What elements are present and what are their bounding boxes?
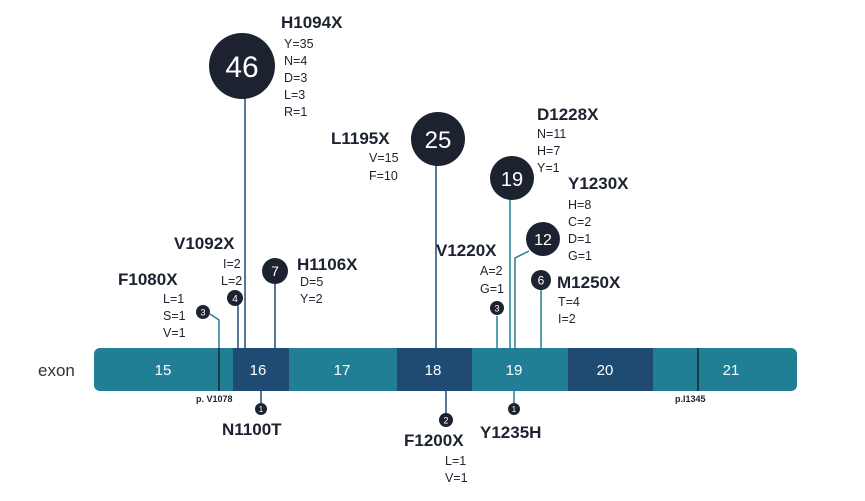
count-bubble — [227, 290, 243, 306]
count-label: 3 — [494, 304, 499, 314]
substitution: D=5 — [300, 275, 323, 289]
count-label: 6 — [538, 274, 545, 288]
count-bubble — [526, 222, 560, 256]
exon-block-16 — [233, 348, 289, 391]
mutation-name: V1092X — [174, 234, 235, 253]
lollipop-stick — [514, 250, 530, 348]
count-label: 25 — [425, 127, 452, 154]
mutation-l1195x: 25 L1195X V=15 F=10 — [331, 112, 465, 348]
count-label: 1 — [512, 405, 517, 414]
lollipop-stick — [209, 313, 220, 348]
substitution: I=2 — [558, 312, 576, 326]
substitution: R=1 — [284, 105, 307, 119]
mutation-v1220x: 3 V1220X A=2 G=1 — [436, 241, 504, 348]
mutation-d1228x: 19 D1228X N=11 H=7 Y=1 — [490, 105, 599, 348]
track-label: exon — [38, 361, 75, 380]
count-bubble — [196, 305, 210, 319]
substitution: D=3 — [284, 71, 307, 85]
substitution: Y=1 — [537, 161, 560, 175]
exon-label-21: 21 — [723, 362, 740, 379]
boundary-label-right: p.I1345 — [675, 394, 706, 404]
exon-label-16: 16 — [250, 362, 267, 379]
mutation-h1106x: 7 H1106X D=5 Y=2 — [262, 255, 358, 348]
exon-label-18: 18 — [425, 362, 442, 379]
substitution: V=1 — [445, 471, 468, 485]
count-label: 1 — [259, 405, 264, 414]
substitution: H=7 — [537, 144, 560, 158]
substitution: V=1 — [163, 326, 186, 340]
mutation-n1100t: 1 N1100T — [222, 391, 282, 439]
substitution: F=10 — [369, 169, 398, 183]
substitution: D=1 — [568, 232, 591, 246]
substitution: G=1 — [568, 249, 592, 263]
count-label: 46 — [225, 51, 258, 84]
exon-block-18 — [397, 348, 472, 391]
substitution: C=2 — [568, 215, 591, 229]
mutation-y1235h: 1 Y1235H — [480, 391, 541, 442]
count-label: 4 — [232, 294, 238, 305]
count-bubble — [490, 156, 534, 200]
mutation-h1094x: 46 H1094X Y=35 N=4 D=3 L=3 R=1 — [209, 13, 343, 348]
mutation-y1230x: 12 Y1230X H=8 C=2 D=1 G=1 — [514, 174, 629, 348]
substitution: Y=35 — [284, 37, 314, 51]
exon-block-20 — [568, 348, 653, 391]
count-bubble — [209, 33, 275, 99]
count-bubble — [439, 413, 453, 427]
count-label: 12 — [534, 232, 552, 249]
substitution: L=2 — [221, 274, 242, 288]
mutation-v1092x: 4 V1092X I=2 L=2 — [174, 234, 243, 348]
exon-label-20: 20 — [597, 362, 614, 379]
substitution: G=1 — [480, 282, 504, 296]
substitution: S=1 — [163, 309, 186, 323]
mutation-name: Y1235H — [480, 423, 541, 442]
substitution: N=4 — [284, 54, 307, 68]
count-bubble — [508, 403, 520, 415]
count-label: 2 — [443, 416, 448, 426]
exon-label-15: 15 — [155, 362, 172, 379]
substitution: L=1 — [445, 454, 466, 468]
substitution: V=15 — [369, 151, 399, 165]
substitution: A=2 — [480, 264, 503, 278]
count-bubble — [255, 403, 267, 415]
mutation-name: H1094X — [281, 13, 343, 32]
mutation-name: D1228X — [537, 105, 599, 124]
count-label: 19 — [501, 169, 523, 191]
mutation-f1080x: 3 F1080X L=1 S=1 V=1 — [118, 270, 220, 348]
count-label: 3 — [200, 308, 205, 318]
exon-label-19: 19 — [506, 362, 523, 379]
substitution: T=4 — [558, 295, 580, 309]
mutation-name: N1100T — [222, 420, 282, 439]
substitution: N=11 — [537, 127, 566, 141]
substitution: I=2 — [223, 257, 241, 271]
count-label: 7 — [271, 263, 279, 279]
substitution: Y=2 — [300, 292, 323, 306]
count-bubble — [531, 270, 551, 290]
mutation-name: V1220X — [436, 241, 497, 260]
count-bubble — [262, 258, 288, 284]
substitution: L=3 — [284, 88, 305, 102]
mutation-name: F1080X — [118, 270, 178, 289]
mutation-name: L1195X — [331, 129, 390, 148]
substitution: L=1 — [163, 292, 184, 306]
mutation-name: Y1230X — [568, 174, 629, 193]
count-bubble — [490, 301, 504, 315]
mutation-name: H1106X — [297, 255, 358, 274]
exon-track: 15 16 17 18 19 20 21 — [94, 348, 797, 391]
exon-label-17: 17 — [334, 362, 351, 379]
mutation-name: F1200X — [404, 431, 464, 450]
boundary-label-left: p. V1078 — [196, 394, 233, 404]
substitution: H=8 — [568, 198, 591, 212]
mutation-f1200x: 2 F1200X L=1 V=1 — [404, 391, 468, 485]
count-bubble — [411, 112, 465, 166]
mutation-m1250x: 6 M1250X T=4 I=2 — [531, 270, 621, 348]
mutation-name: M1250X — [557, 273, 621, 292]
